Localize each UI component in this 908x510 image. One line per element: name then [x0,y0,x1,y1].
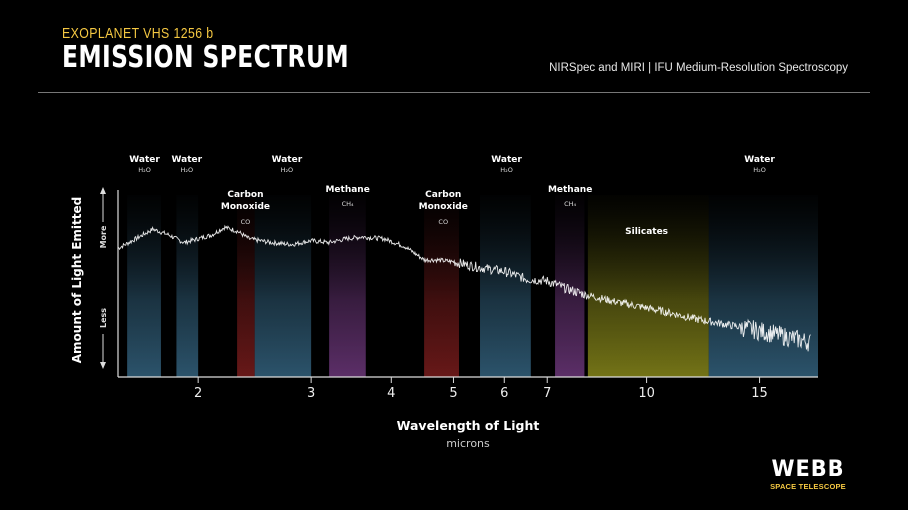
molecule-formula: H₂O [180,166,193,174]
molecule-formula: H₂O [753,166,766,174]
molecule-name: Water [129,155,160,165]
molecule-name: Carbon [227,190,263,200]
y-less-label: Less [99,308,108,328]
x-tick-label: 3 [307,386,315,401]
x-tick-label: 7 [543,386,551,401]
molecule-name: Water [744,155,775,165]
molecule-formula: CH₄ [564,200,576,208]
y-axis-label: Amount of Light Emitted [70,197,84,364]
molecule-name-line2: Monoxide [221,202,270,212]
y-more-label: More [99,225,108,248]
webb-logo: WEBB SPACE TELESCOPE [766,457,850,492]
molecule-name: Silicates [625,227,668,237]
header-divider [38,92,870,93]
x-tick-label: 4 [387,386,395,401]
molecule-name: Water [491,155,522,165]
molecule-name-line2: Monoxide [419,202,468,212]
x-axis-label: Wavelength of Light [397,418,540,433]
x-tick-label: 6 [500,386,508,401]
webb-subtitle: SPACE TELESCOPE [770,482,846,491]
molecule-name: Water [172,155,203,165]
x-axis-unit: microns [446,437,490,450]
molecule-formula: H₂O [138,166,151,174]
spectrum-series [117,224,811,352]
molecule-name: Water [272,155,303,165]
x-tick-label: 5 [449,386,457,401]
molecule-name: Methane [548,185,592,195]
kicker-title: EXOPLANET VHS 1256 b [62,25,214,42]
band-fade-overlay [118,185,818,377]
x-tick-label: 10 [638,386,655,401]
y-less-arrowhead [100,362,106,369]
webb-wordmark: WEBB [771,457,845,482]
spectrum-line [117,224,811,352]
molecule-formula: CO [241,218,251,226]
molecule-formula: H₂O [281,166,294,174]
instrument-subtitle: NIRSpec and MIRI | IFU Medium-Resolution… [549,62,848,74]
molecule-formula: CO [438,218,448,226]
molecule-name: Carbon [425,190,461,200]
molecule-formula: H₂O [500,166,513,174]
page-title: EMISSION SPECTRUM [62,40,350,75]
molecule-name: Methane [325,185,369,195]
molecule-labels: WaterH₂OWaterH₂OCarbonMonoxideCOWaterH₂O… [129,155,775,237]
axes: 2 3 4 5 6 7 10 15 Wavelength of Light microns Amou… [70,187,818,450]
x-tick-label: 15 [751,386,768,401]
y-more-arrowhead [100,187,106,194]
molecule-formula: CH₄ [342,200,354,208]
x-tick-label: 2 [194,386,202,401]
